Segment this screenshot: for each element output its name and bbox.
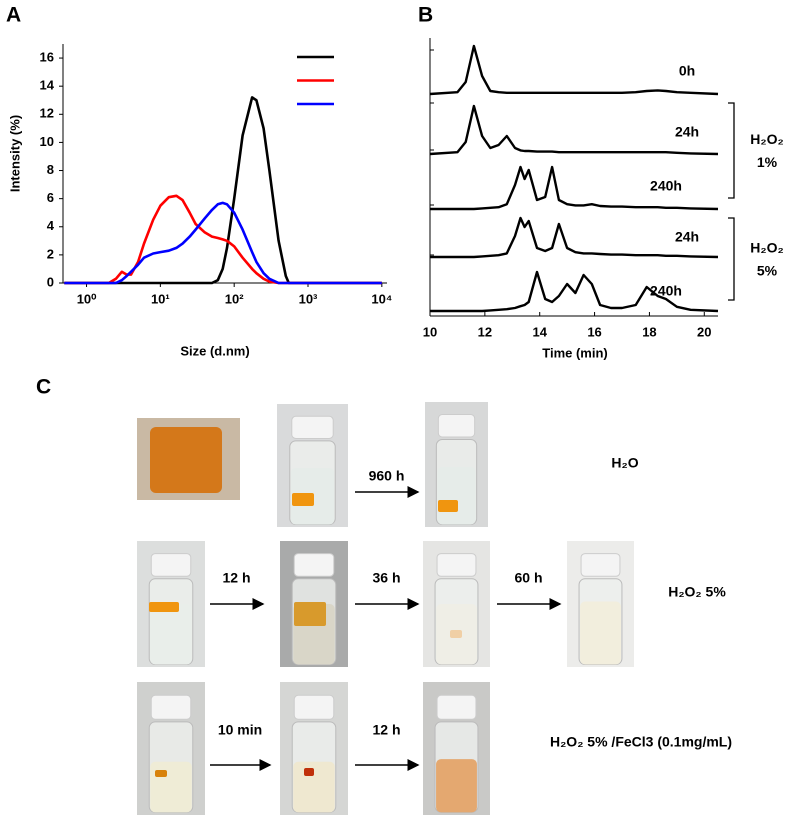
vial-cap — [580, 553, 621, 577]
condition-label: H₂O — [611, 455, 638, 471]
hydrogel-piece — [450, 630, 462, 638]
x-tick-label: 10⁴ — [371, 291, 392, 306]
x-tick-label: 10 — [423, 324, 437, 339]
trace — [429, 104, 719, 156]
hydrogel-piece — [155, 770, 167, 777]
group-label: H₂O₂ — [750, 131, 783, 147]
y-tick-label: 10 — [40, 134, 54, 149]
liquid — [436, 759, 477, 813]
panel-letter: B — [418, 4, 433, 27]
trace-label: 240h — [650, 178, 682, 194]
data-line — [64, 194, 382, 285]
step-label: 36 h — [372, 570, 400, 586]
data-line — [64, 96, 382, 285]
step-label: 12 h — [222, 570, 250, 586]
liquid — [150, 761, 192, 813]
hydrogel-piece — [304, 768, 314, 776]
group-label: 5% — [757, 263, 778, 279]
bracket — [728, 217, 735, 301]
x-tick-label: 10² — [225, 291, 244, 306]
step-label: 12 h — [372, 722, 400, 738]
x-tick-label: 18 — [642, 324, 656, 339]
vial-cap — [293, 694, 335, 720]
hydrogel-piece — [438, 500, 458, 512]
step-label: 60 h — [514, 570, 542, 586]
x-tick-label: 16 — [587, 324, 601, 339]
liquid — [437, 467, 476, 525]
data-line — [64, 201, 382, 285]
hydrogel-piece — [292, 493, 314, 506]
bracket — [728, 102, 735, 199]
condition-label: H₂O₂ 5% — [668, 584, 726, 600]
panel-letter: A — [6, 4, 21, 27]
y-tick-label: 8 — [47, 162, 54, 177]
trace — [429, 44, 719, 96]
y-tick-label: 6 — [47, 190, 54, 205]
liquid — [150, 604, 192, 665]
y-axis-label: Intensity (%) — [7, 115, 22, 192]
x-axis-label: Size (d.nm) — [180, 343, 249, 358]
vial-cap — [436, 553, 477, 577]
x-tick-label: 10¹ — [151, 291, 170, 306]
condition-label: H₂O₂ 5% /FeCl3 (0.1mg/mL) — [550, 734, 732, 750]
liquid — [293, 761, 335, 813]
liquid — [580, 601, 621, 665]
vial-cap — [150, 553, 192, 577]
trace-label: 24h — [675, 124, 699, 140]
x-tick-label: 12 — [478, 324, 492, 339]
y-tick-label: 0 — [47, 274, 54, 289]
group-label: H₂O₂ — [750, 240, 783, 256]
vial-cap — [291, 415, 334, 439]
panel-letter: C — [36, 376, 51, 399]
x-axis-label: Time (min) — [542, 345, 608, 360]
trace — [430, 270, 719, 313]
step-label: 10 min — [218, 722, 262, 738]
x-tick-label: 20 — [697, 324, 711, 339]
y-tick-label: 2 — [47, 246, 54, 261]
vial-cap — [437, 414, 476, 438]
photo-panel: 960 h H₂O 12 h 36 h 60 h H₂O₂ 5% 10 min 12 h H₂O… — [137, 402, 732, 815]
trace — [430, 216, 719, 259]
vial-cap — [436, 694, 477, 720]
trace-label: 240h — [650, 283, 682, 299]
x-tick-label: 10³ — [299, 291, 318, 306]
x-tick-label: 10⁰ — [77, 291, 97, 306]
group-label: 1% — [757, 154, 778, 170]
trace-label: 24h — [675, 229, 699, 245]
y-tick-label: 12 — [40, 106, 54, 121]
trace-label: 0h — [679, 63, 695, 79]
step-label: 960 h — [369, 468, 405, 484]
hydrogel-block — [150, 427, 222, 493]
trace — [430, 165, 719, 211]
vial-cap — [150, 694, 192, 720]
y-tick-label: 14 — [40, 78, 55, 93]
y-tick-label: 16 — [40, 49, 54, 64]
vial-cap — [293, 553, 335, 577]
hydrogel-piece — [149, 602, 179, 612]
hydrogel-piece — [294, 602, 326, 626]
x-tick-label: 14 — [532, 324, 547, 339]
y-tick-label: 4 — [47, 218, 55, 233]
